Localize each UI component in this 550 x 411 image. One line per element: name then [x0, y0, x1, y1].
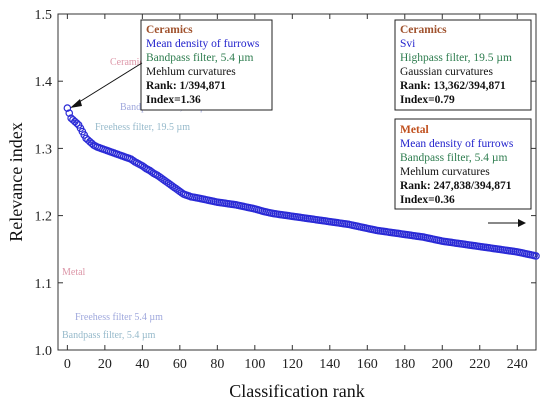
box3-line1: Mean density of furrows: [400, 138, 514, 150]
box2-line2: Highpass filter, 19.5 µm: [400, 52, 512, 64]
box1-line2: Bandpass filter, 5.4 µm: [146, 52, 253, 64]
x-tick-label: 0: [64, 357, 71, 372]
box2-title: Ceramics: [400, 24, 447, 36]
x-tick-label: 140: [319, 357, 340, 372]
data-point: [140, 163, 149, 172]
svg-text:Freehess filter 5.4 µm: Freehess filter 5.4 µm: [75, 312, 163, 323]
box3-title: Metal: [400, 124, 429, 136]
annotation-box-ceramics-svi: Ceramics Svi Highpass filter, 19.5 µm Ga…: [394, 19, 532, 111]
y-tick-label: 1.0: [35, 344, 53, 359]
x-tick-label: 200: [432, 357, 453, 372]
annotation-box-ceramics-rank1: Ceramics Mean density of furrows Bandpas…: [140, 19, 273, 111]
svg-text:Metal: Metal: [62, 267, 86, 278]
box1-title: Ceramics: [146, 24, 193, 36]
x-tick-label: 60: [173, 357, 187, 372]
box2-line3: Gaussian curvatures: [400, 66, 493, 78]
x-tick-label: 120: [282, 357, 303, 372]
x-tick-label: 100: [244, 357, 265, 372]
x-tick-label: 40: [135, 357, 149, 372]
data-point: [129, 156, 137, 165]
x-axis-title: Classification rank: [229, 381, 364, 401]
data-point: [147, 168, 156, 176]
box1-rank: Rank: 1/394,871: [146, 80, 226, 92]
box3-rank: Rank: 247,838/394,871: [400, 180, 512, 192]
box3-line3: Mehlum curvatures: [400, 166, 490, 178]
x-tick-label: 220: [469, 357, 490, 372]
data-point: [63, 104, 72, 112]
box3-line2: Bandpass filter, 5.4 µm: [400, 152, 507, 164]
x-tick-label: 180: [394, 357, 415, 372]
annotation-box-metal: Metal Mean density of furrows Bandpass f…: [394, 118, 532, 210]
x-tick-label: 80: [210, 357, 224, 372]
x-tick-label: 160: [357, 357, 378, 372]
box1-line1: Mean density of furrows: [146, 38, 260, 50]
box2-line1: Svi: [400, 38, 415, 50]
y-tick-label: 1.3: [35, 142, 53, 157]
arrow-to-rank1: [70, 62, 143, 108]
axis-ticks: 0 20 40 60 80 100 120 140 160 180 200 220 240 1.0 1.1 1…: [35, 8, 536, 372]
box2-rank: Rank: 13,362/394,871: [400, 80, 506, 92]
data-point: [72, 119, 81, 128]
data-point: [532, 252, 540, 260]
y-tick-label: 1.5: [35, 8, 53, 23]
x-tick-label: 20: [98, 357, 112, 372]
box3-index: Index=0.36: [400, 194, 455, 206]
box1-line3: Mehlum curvatures: [146, 66, 236, 78]
svg-text:Bandpass filter, 5.4 µm: Bandpass filter, 5.4 µm: [62, 330, 156, 341]
arrow-continues-right: [488, 219, 526, 227]
y-tick-label: 1.4: [35, 75, 53, 90]
data-point: [65, 109, 74, 117]
svg-text:Ceramics: Ceramics: [110, 57, 148, 68]
box1-index: Index=1.36: [146, 94, 201, 106]
y-tick-label: 1.1: [35, 277, 53, 292]
data-points: [63, 104, 540, 260]
svg-text:Freehess filter, 19.5 µm: Freehess filter, 19.5 µm: [95, 122, 190, 133]
box2-index: Index=0.79: [400, 94, 455, 106]
x-tick-label: 240: [507, 357, 528, 372]
y-axis-title: Relevance index: [6, 122, 26, 241]
y-tick-label: 1.2: [35, 210, 53, 225]
